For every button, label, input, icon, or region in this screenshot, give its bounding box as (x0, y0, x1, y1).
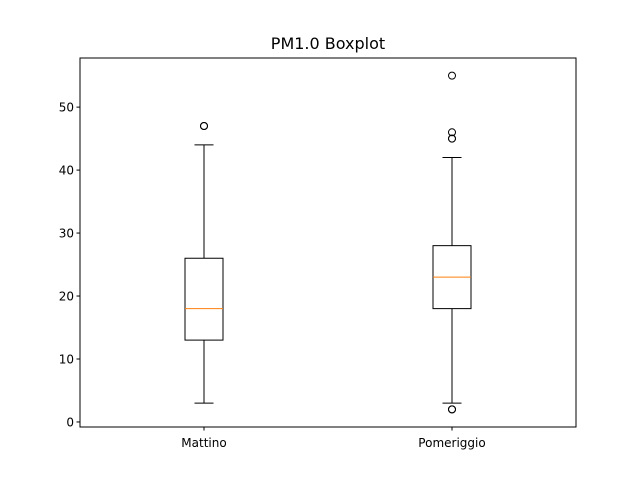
chart-title: PM1.0 Boxplot (271, 34, 385, 53)
outlier-point (448, 405, 456, 414)
x-tick-label: Pomeriggio (418, 436, 485, 450)
outlier-point (448, 71, 456, 80)
y-tick-label: 40 (59, 164, 74, 178)
outlier-point (448, 134, 456, 143)
y-tick-label: 10 (59, 352, 74, 366)
outlier-point (200, 122, 208, 131)
outlier-point (448, 128, 456, 137)
axes-frame (79, 57, 577, 428)
box (184, 257, 224, 341)
y-tick-label: 0 (66, 415, 74, 429)
y-tick-label: 30 (59, 227, 74, 241)
plot-area: 0 10 20 30 40 50 Mattino Pomeriggio (59, 71, 486, 450)
x-tick-label: Mattino (181, 436, 226, 450)
y-tick-label: 20 (59, 290, 74, 304)
y-tick-label: 50 (59, 101, 74, 115)
